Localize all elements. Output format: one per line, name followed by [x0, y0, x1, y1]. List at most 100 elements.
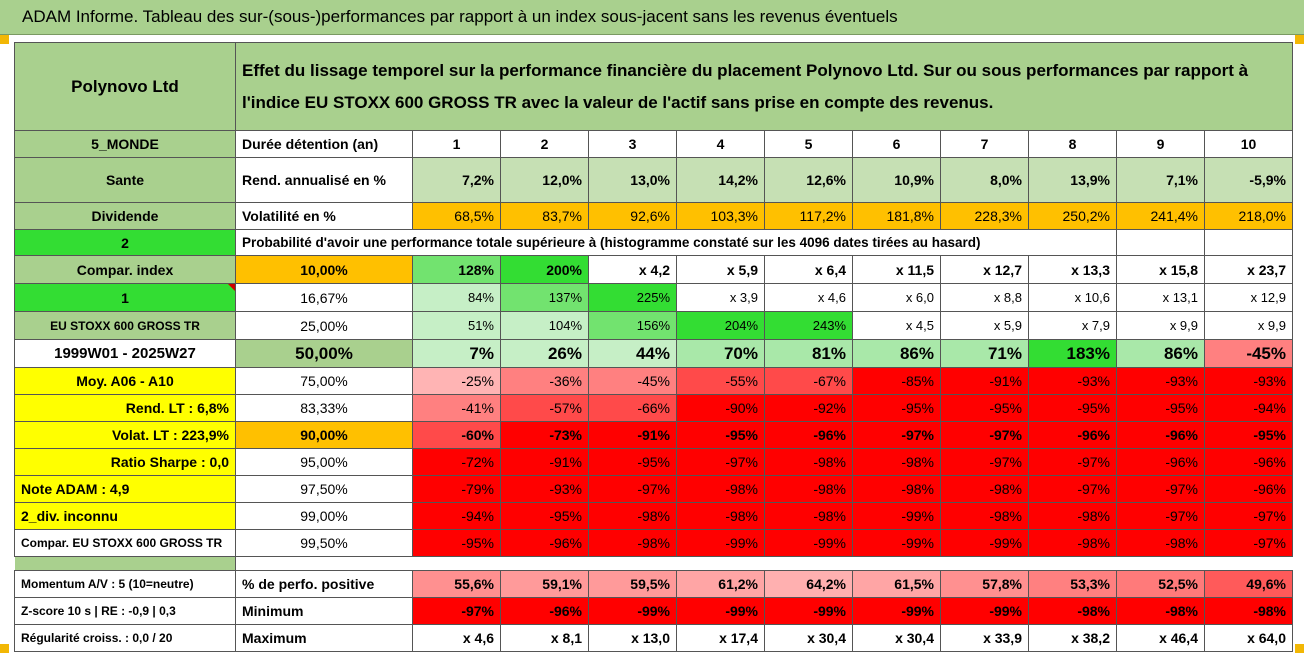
volat-cell: 68,5% — [412, 202, 501, 230]
quantile-cell: -91% — [588, 421, 677, 449]
quantile-label: 50,00% — [235, 339, 413, 368]
quantile-cell: 26% — [500, 339, 589, 368]
quantile-cell: 183% — [1028, 339, 1117, 368]
duration-cell: 7 — [940, 130, 1029, 158]
quantile-cell: -98% — [764, 448, 853, 476]
quantile-cell: -93% — [1204, 367, 1293, 395]
quantile-label: 10,00% — [235, 255, 413, 284]
corner-marker — [1295, 35, 1304, 44]
volat-cell: 83,7% — [500, 202, 589, 230]
quantile-label: 75,00% — [235, 367, 413, 395]
quantile-cell: -97% — [1028, 448, 1117, 476]
note-adam-label: Note ADAM : 4,9 — [14, 475, 236, 503]
pct-positive-cell: 57,8% — [940, 570, 1029, 598]
quantile-cell: -97% — [676, 448, 765, 476]
maximum-header: Maximum — [235, 624, 413, 652]
quantile-cell: x 10,6 — [1028, 283, 1117, 312]
quantile-cell: -98% — [940, 475, 1029, 503]
duration-cell: 10 — [1204, 130, 1293, 158]
quantile-cell: 84% — [412, 283, 501, 312]
two-label: 2 — [14, 229, 236, 256]
quantile-cell: -99% — [764, 529, 853, 557]
corner-marker — [0, 35, 9, 44]
quantile-cell: -73% — [500, 421, 589, 449]
corner-marker — [0, 644, 9, 653]
quantile-label: 99,50% — [235, 529, 413, 557]
separator-cell — [235, 556, 1293, 571]
quantile-cell: 104% — [500, 311, 589, 340]
quantile-cell: -96% — [1204, 448, 1293, 476]
volat-cell: 218,0% — [1204, 202, 1293, 230]
quantile-cell: x 4,5 — [852, 311, 941, 340]
rend-cell: 7,2% — [412, 157, 501, 203]
quantile-cell: -57% — [500, 394, 589, 422]
quantile-cell: -98% — [764, 475, 853, 503]
quantile-label: 90,00% — [235, 421, 413, 449]
quantile-cell: -95% — [412, 529, 501, 557]
rend-cell: 12,0% — [500, 157, 589, 203]
region-label: 5_MONDE — [14, 130, 236, 158]
pct-positive-cell: 59,1% — [500, 570, 589, 598]
separator-cell — [14, 556, 236, 571]
sharpe-label: Ratio Sharpe : 0,0 — [14, 448, 236, 476]
quantile-cell: -55% — [676, 367, 765, 395]
volat-cell: 241,4% — [1116, 202, 1205, 230]
volat-cell: 250,2% — [1028, 202, 1117, 230]
rend-cell: -5,9% — [1204, 157, 1293, 203]
quantile-cell: 128% — [412, 255, 501, 284]
volat-cell: 117,2% — [764, 202, 853, 230]
duration-cell: 4 — [676, 130, 765, 158]
quantile-cell: -97% — [1204, 529, 1293, 557]
quantile-cell: x 4,2 — [588, 255, 677, 284]
quantile-cell: -95% — [676, 421, 765, 449]
quantile-label: 99,00% — [235, 502, 413, 530]
quantile-cell: -92% — [764, 394, 853, 422]
quantile-cell: -97% — [940, 421, 1029, 449]
minimum-header: Minimum — [235, 597, 413, 625]
quantile-cell: x 15,8 — [1116, 255, 1205, 284]
pct-positive-cell: 64,2% — [764, 570, 853, 598]
performance-table: Polynovo Ltd Effet du lissage temporel s… — [14, 42, 1293, 652]
maximum-cell: x 13,0 — [588, 624, 677, 652]
quantile-cell: 51% — [412, 311, 501, 340]
quantile-cell: -98% — [852, 448, 941, 476]
quantile-cell: x 5,9 — [940, 311, 1029, 340]
quantile-cell: -85% — [852, 367, 941, 395]
period-label: 1999W01 - 2025W27 — [14, 339, 236, 368]
quantile-cell: -98% — [1116, 529, 1205, 557]
quantile-cell: -98% — [588, 502, 677, 530]
quantile-cell: -67% — [764, 367, 853, 395]
quantile-cell: -98% — [852, 475, 941, 503]
quantile-cell: -94% — [412, 502, 501, 530]
quantile-cell: -98% — [676, 502, 765, 530]
quantile-cell: x 9,9 — [1204, 311, 1293, 340]
quantile-cell: -45% — [1204, 339, 1293, 368]
quantile-cell: -94% — [1204, 394, 1293, 422]
quantile-cell: -98% — [764, 502, 853, 530]
volat-lt-label: Volat. LT : 223,9% — [14, 421, 236, 449]
one-label: 1 — [14, 283, 236, 312]
quantile-cell: 86% — [852, 339, 941, 368]
quantile-cell: x 6,0 — [852, 283, 941, 312]
quantile-cell: 86% — [1116, 339, 1205, 368]
quantile-cell: -98% — [940, 502, 1029, 530]
quantile-cell: -96% — [1116, 421, 1205, 449]
quantile-label: 16,67% — [235, 283, 413, 312]
zscore-label: Z-score 10 s | RE : -0,9 | 0,3 — [14, 597, 236, 625]
volat-header: Volatilité en % — [235, 202, 413, 230]
maximum-cell: x 64,0 — [1204, 624, 1293, 652]
rend-cell: 13,9% — [1028, 157, 1117, 203]
quantile-cell: -93% — [1028, 367, 1117, 395]
minimum-cell: -99% — [940, 597, 1029, 625]
rend-cell: 13,0% — [588, 157, 677, 203]
quantile-cell: -96% — [1116, 448, 1205, 476]
duration-cell: 5 — [764, 130, 853, 158]
quantile-cell: 7% — [412, 339, 501, 368]
maximum-cell: x 8,1 — [500, 624, 589, 652]
div-inconnu-label: 2_div. inconnu — [14, 502, 236, 530]
quantile-cell: -98% — [676, 475, 765, 503]
quantile-cell: -41% — [412, 394, 501, 422]
quantile-cell: -95% — [1028, 394, 1117, 422]
corner-marker — [1295, 644, 1304, 653]
pct-positive-cell: 49,6% — [1204, 570, 1293, 598]
